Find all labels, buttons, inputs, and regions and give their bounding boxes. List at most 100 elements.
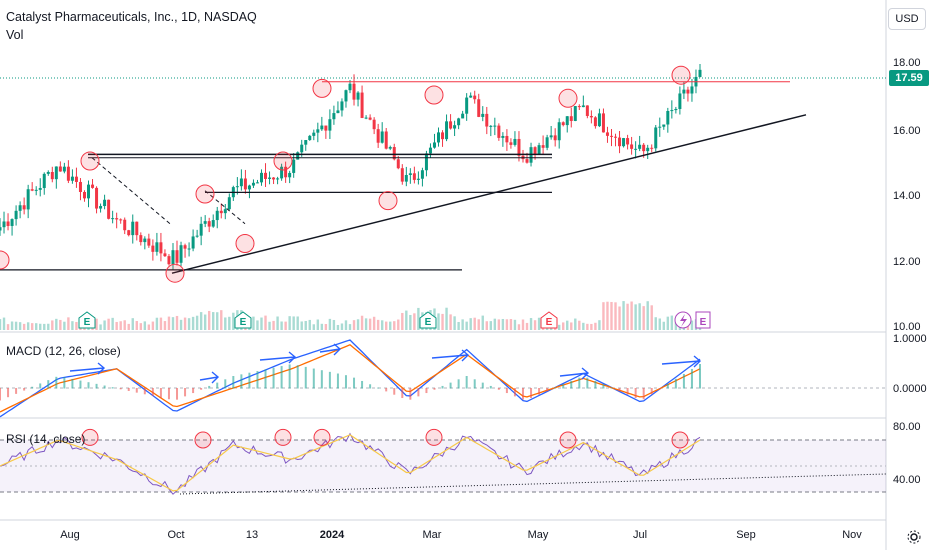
candle-body	[272, 177, 276, 180]
highlight-circle	[378, 191, 398, 211]
candle-body	[139, 235, 143, 243]
volume-bar	[187, 318, 191, 330]
svg-text:E: E	[546, 317, 553, 328]
time-tick: 13	[246, 529, 258, 541]
candle-body	[501, 135, 505, 138]
candle-body	[171, 250, 175, 265]
volume-bar	[276, 316, 279, 330]
candle-body	[296, 152, 300, 160]
volume-bar	[368, 318, 372, 330]
volume-bar	[441, 313, 444, 330]
macd-histogram-bar	[344, 375, 347, 389]
volume-bar	[622, 301, 625, 330]
candle-body	[38, 188, 42, 190]
volume-bar	[574, 318, 577, 330]
candle-body	[388, 147, 392, 149]
volume-bar	[445, 307, 448, 330]
candle-body	[135, 221, 139, 236]
highlight-circle	[273, 151, 293, 171]
candle-body	[489, 125, 493, 127]
volume-bar	[465, 321, 468, 330]
candle-body	[195, 235, 199, 237]
svg-text:E: E	[425, 317, 432, 328]
candle-body	[99, 206, 103, 209]
candle-body	[396, 159, 400, 169]
macd-histogram-bar	[513, 388, 516, 397]
drawing-annotations[interactable]	[0, 65, 887, 495]
macd-histogram-bar	[602, 384, 605, 389]
candle-body	[662, 124, 666, 127]
macd-histogram-bar	[200, 388, 203, 390]
candle-body	[698, 69, 702, 77]
earnings-marker[interactable]: E	[234, 311, 252, 329]
volume-bar	[0, 319, 2, 330]
candle-body	[163, 253, 167, 257]
candle-body	[593, 117, 597, 127]
macd-histogram-bar	[127, 388, 130, 391]
volume-bar	[51, 320, 54, 330]
candle-body	[50, 171, 54, 180]
candle-body	[14, 210, 18, 220]
volume-bar	[155, 317, 159, 330]
macd-histogram-bar	[433, 388, 436, 390]
macd-histogram-bar	[312, 368, 315, 389]
candle-body	[243, 178, 247, 190]
volume-bar	[344, 320, 348, 330]
candle-body	[497, 125, 501, 138]
candle-body	[175, 250, 179, 263]
lightning-icon[interactable]	[674, 311, 692, 329]
volume-bar	[602, 302, 605, 330]
candle-body	[420, 170, 424, 179]
candle-body	[336, 110, 340, 114]
gear-icon[interactable]	[904, 528, 924, 546]
earnings-marker[interactable]: E	[540, 311, 558, 329]
volume-bar	[437, 313, 440, 330]
svg-text:E: E	[700, 317, 707, 328]
dashed-trendline	[91, 157, 171, 225]
macd-tick: 1.0000	[893, 333, 927, 345]
candle-body	[533, 147, 537, 155]
time-tick: 2024	[320, 529, 345, 541]
volume-bar	[316, 319, 320, 330]
svg-text:E: E	[84, 317, 91, 328]
highlight-circle	[80, 151, 100, 171]
volume-bar	[332, 319, 336, 330]
macd-histogram-bar	[457, 379, 460, 389]
macd-histogram-bar	[192, 388, 195, 394]
earnings-marker[interactable]: E	[419, 311, 437, 329]
candlestick-series	[0, 63, 702, 271]
candle-body	[143, 238, 147, 243]
candle-body	[437, 132, 441, 143]
candle-body	[2, 221, 6, 228]
volume-bar	[123, 320, 126, 330]
volume-bar	[626, 303, 629, 330]
volume-bar	[348, 324, 352, 330]
macd-histogram-bar	[240, 374, 243, 389]
earnings-marker[interactable]: E	[78, 311, 96, 329]
candle-body	[408, 173, 412, 175]
candle-body	[304, 140, 308, 145]
macd-histogram-bar	[658, 388, 661, 390]
macd-histogram-bar	[690, 368, 693, 389]
earnings-marker[interactable]: E	[695, 311, 711, 329]
candle-body	[541, 145, 545, 148]
candle-body	[87, 184, 91, 199]
price-tick: 14.00	[893, 190, 921, 202]
rsi-highlight-circle	[194, 431, 212, 449]
candle-body	[441, 132, 445, 140]
macd-arrow	[319, 343, 342, 356]
candle-body	[348, 83, 352, 91]
volume-bar	[107, 318, 110, 330]
candle-body	[223, 209, 227, 214]
volume-bar	[413, 313, 416, 330]
rsi-highlight-circle	[425, 428, 443, 446]
macd-histogram-bar	[304, 366, 307, 389]
candle-body	[609, 135, 613, 137]
candle-body	[509, 142, 513, 145]
candle-body	[312, 132, 316, 136]
candle-body	[127, 230, 131, 236]
macd-histogram-bar	[63, 377, 66, 389]
currency-button[interactable]: USD	[888, 8, 926, 30]
candle-body	[74, 176, 78, 182]
